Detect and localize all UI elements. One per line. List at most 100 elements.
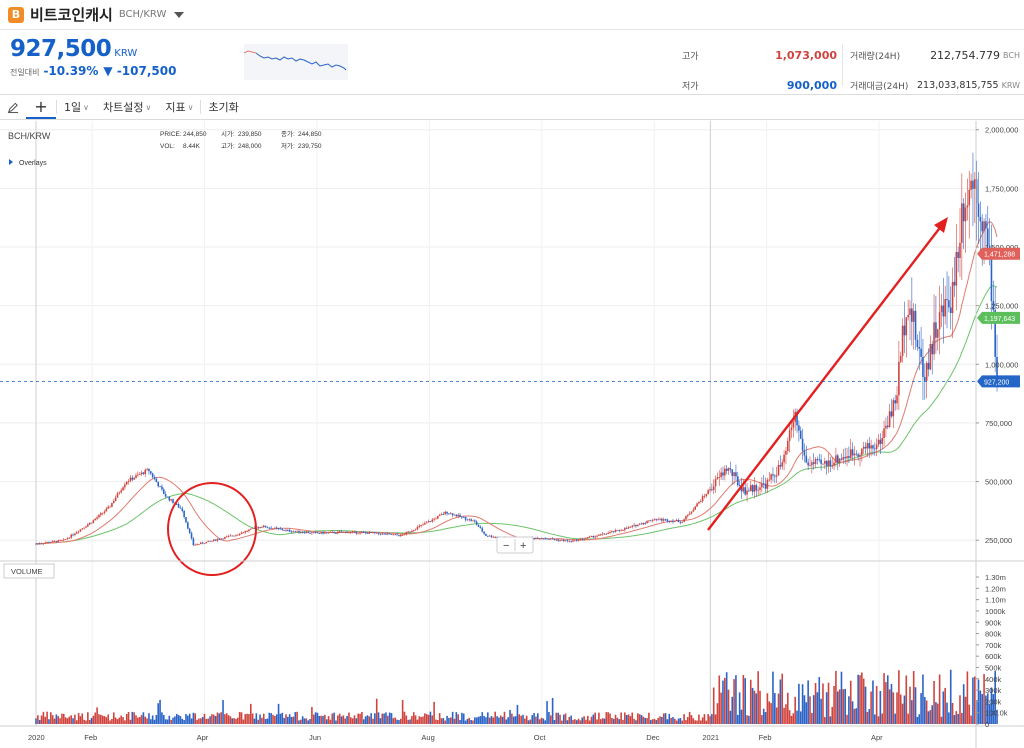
candle-body (299, 532, 302, 534)
volume-bar (633, 718, 635, 724)
volume-bar (381, 713, 384, 724)
candle-body (344, 531, 347, 533)
volume-bar (148, 713, 150, 724)
candle-body (957, 251, 959, 258)
candle-body (864, 446, 867, 449)
volume-bar (209, 716, 211, 724)
volume-bar (220, 712, 222, 724)
volume-bar (320, 715, 322, 724)
candle-body (783, 454, 785, 463)
volume-bar (238, 711, 241, 724)
volume-bar (674, 718, 676, 724)
candle-body (848, 456, 850, 458)
coin-name: 비트코인캐시 (30, 6, 113, 24)
crosshair-plus-button[interactable]: + (26, 95, 56, 119)
chevron-down-icon: ∨ (187, 102, 194, 112)
candle-body (753, 485, 756, 492)
low-value: 900,000 (786, 78, 837, 92)
high-value: 1,073,000 (775, 48, 837, 62)
volume-bar (272, 714, 274, 724)
price-chart[interactable]: 2,000,000 1,750,000 1,500,000 1,250,000 1,00… (0, 121, 1024, 748)
volume-bar (972, 677, 974, 724)
volume-bar (346, 715, 348, 724)
zoom-in-button[interactable]: + (520, 540, 526, 552)
volume-bar (611, 717, 613, 724)
volume-bar (451, 711, 454, 724)
candle-body (674, 520, 676, 522)
volume-bar (753, 690, 756, 724)
zoom-out-button[interactable]: − (503, 540, 509, 552)
candle-body (487, 535, 489, 537)
candle-body (683, 519, 685, 522)
volume-bar (703, 714, 706, 724)
volume-bar (529, 719, 532, 724)
volume-bar (835, 670, 837, 724)
legend-close-label: 종가: (281, 129, 295, 138)
price-tag (977, 247, 1020, 260)
volume-bar (975, 700, 978, 724)
volume-bar (129, 719, 132, 724)
volume-bar (359, 713, 361, 724)
candle-body (268, 527, 271, 529)
candle-body (429, 521, 432, 523)
volume-bar (583, 716, 585, 724)
volume-bar (151, 715, 154, 724)
amount-unit: KRW (1001, 80, 1020, 90)
volume-bar (275, 714, 278, 724)
mini-chart-line-red (244, 50, 257, 54)
volume-bar (103, 716, 106, 724)
volume-bar (885, 682, 887, 724)
volume-bar (768, 701, 771, 724)
candle-body (890, 411, 893, 417)
candle-body (788, 430, 791, 441)
current-price: 927,500 (10, 36, 112, 62)
candle-body (399, 534, 402, 537)
candle-body (288, 529, 291, 532)
overlays-expand-icon[interactable] (9, 159, 13, 165)
volume-bar (198, 718, 200, 724)
volume-bar (983, 674, 985, 724)
candle-body (764, 483, 767, 489)
volume-bar (112, 712, 115, 724)
legend-price-label: PRICE: (160, 131, 182, 138)
volume-bar (94, 712, 97, 724)
volume-bar (138, 717, 141, 724)
y-tick-label: 250,000 (985, 536, 1012, 545)
candle-body (170, 499, 172, 501)
candle-body (605, 533, 608, 535)
candle-body (870, 445, 872, 449)
volume-bar (836, 691, 839, 724)
candle-body (942, 305, 945, 317)
volume-bar (831, 706, 834, 724)
candle-body (955, 251, 958, 286)
drawing-tool-pencil-icon[interactable] (0, 95, 26, 119)
volume-bar (918, 714, 921, 724)
candle-body (301, 532, 304, 534)
indicators-dropdown[interactable]: 지표 ∨ (158, 95, 200, 119)
volume-bar (111, 718, 113, 724)
candle-body (727, 468, 730, 471)
volume-bar (846, 714, 848, 724)
volume-bar (62, 713, 65, 724)
overlays-toggle[interactable]: Overlays (19, 160, 47, 167)
candle-body (557, 539, 559, 541)
candle-body (370, 532, 372, 534)
volume-bar (77, 712, 80, 724)
chart-settings-dropdown[interactable]: 차트설정 ∨ (96, 95, 158, 119)
candle-body (775, 475, 778, 477)
volume-bar (886, 675, 889, 724)
candle-body (599, 534, 602, 536)
interval-dropdown[interactable]: 1일 ∨ (57, 95, 96, 119)
candle-body (177, 504, 180, 508)
volume-bar (981, 694, 984, 724)
candle-body (203, 543, 206, 545)
volume-bar (624, 712, 626, 724)
candle-body (740, 485, 743, 492)
reset-button[interactable]: 초기화 (208, 101, 239, 114)
candle-body (418, 525, 421, 528)
candle-body (718, 477, 721, 478)
candle-body (374, 532, 376, 534)
legend-high: 248,000 (238, 143, 262, 150)
candle-body (881, 438, 884, 444)
market-select-chevron-down-icon[interactable] (174, 11, 185, 18)
